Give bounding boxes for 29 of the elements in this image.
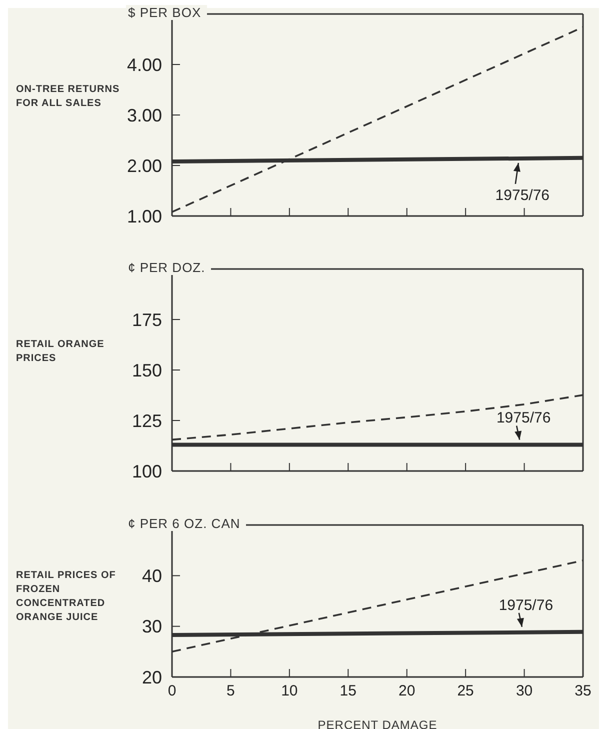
y-tick-label: 4.00 (126, 54, 162, 75)
annotation: 1975/76 (496, 410, 551, 427)
x-tick-label: 20 (398, 682, 416, 700)
text: RETAIL ORANGE PRICES (16, 339, 104, 364)
x-tick-label: 0 (168, 682, 176, 700)
y-tick-label: 150 (132, 360, 162, 380)
x-tick-label: 5 (226, 682, 235, 700)
y-tick-label: 2.00 (126, 156, 162, 176)
x-tick-label: 30 (516, 682, 533, 700)
text: RETAIL PRICES OF FROZEN CONCENTRATED ORANGE JUICE (16, 569, 117, 625)
y-tick-label: 125 (132, 410, 162, 431)
text: ON-TREE RETURNS FOR ALL SALES (16, 84, 120, 109)
y-tick-label: 175 (132, 310, 162, 330)
x-tick-label: 10 (281, 682, 298, 700)
x-tick-label: 25 (457, 682, 474, 700)
x-tick-label: 15 (340, 682, 356, 700)
y-tick-label: 40 (142, 566, 162, 586)
y-axis-title: ¢ PER DOZ. (126, 260, 212, 275)
y-tick-label: 30 (142, 616, 162, 637)
y-tick-label: 20 (142, 667, 162, 688)
annotation: 1975/76 (495, 186, 550, 204)
y-tick-label: 1.00 (126, 206, 162, 226)
y-tick-label: 100 (132, 461, 162, 482)
y-tick-label: 3.00 (126, 105, 162, 126)
x-axis-title: PERCENT DAMAGE (318, 718, 438, 729)
y-axis-title: ¢ PER 6 OZ. CAN (126, 516, 246, 531)
annotation: 1975/76 (498, 596, 554, 614)
y-axis-title: $ PER BOX (126, 5, 208, 20)
x-tick-label: 35 (574, 682, 592, 700)
